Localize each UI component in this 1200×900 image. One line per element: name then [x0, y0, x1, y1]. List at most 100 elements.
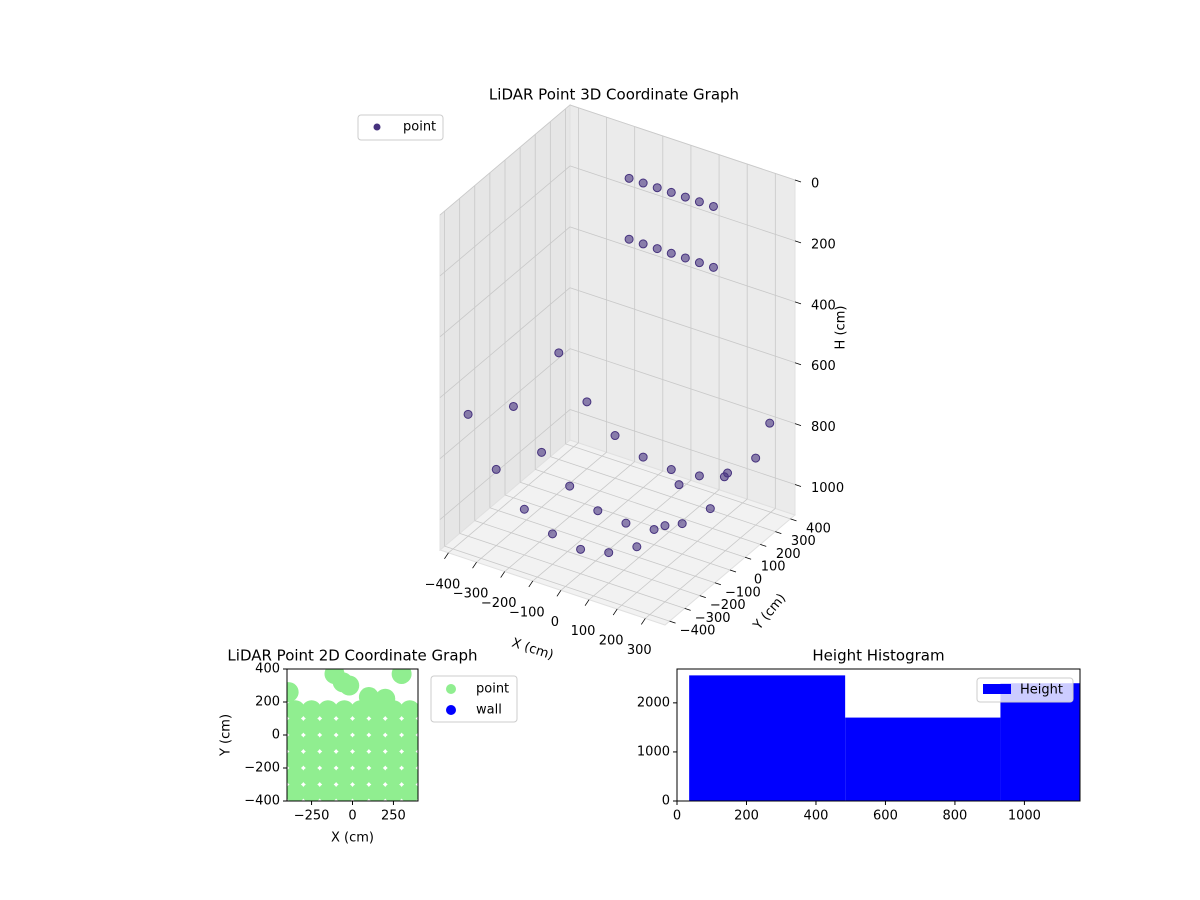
x-tick-label: −400 [425, 577, 461, 592]
bar [1000, 683, 1080, 801]
point [301, 733, 322, 754]
point [399, 782, 418, 801]
point [391, 669, 412, 684]
chart-title: Height Histogram [812, 647, 944, 665]
legend-label: point [403, 120, 436, 135]
point [317, 716, 338, 737]
grid-line [439, 409, 571, 520]
point [723, 468, 733, 478]
point [287, 782, 306, 801]
x-tick-label: −250 [294, 809, 330, 824]
point [632, 542, 642, 552]
x-tick-label: 600 [873, 809, 898, 824]
x-tick-label: 0 [348, 809, 356, 824]
point [399, 733, 418, 754]
x-tick-label: 200 [734, 809, 759, 824]
tick-mark [794, 301, 802, 305]
tick-mark [744, 556, 752, 560]
point [399, 716, 418, 737]
tick-mark [640, 618, 646, 625]
point [565, 481, 575, 491]
point [383, 733, 404, 754]
point [649, 524, 659, 534]
point [367, 733, 388, 754]
tick-mark [472, 561, 477, 569]
point [624, 173, 634, 183]
point [491, 464, 501, 474]
point [694, 197, 704, 207]
point [508, 401, 518, 411]
tick-mark [612, 608, 618, 616]
point [339, 675, 360, 696]
y-tick-label: −200 [710, 598, 746, 613]
y-tick-label: 400 [255, 662, 280, 677]
legend-marker [983, 684, 1011, 694]
tick-mark [729, 569, 737, 573]
point [624, 234, 634, 244]
point [399, 766, 418, 787]
chart-title: LiDAR Point 2D Coordinate Graph [227, 647, 477, 665]
point [537, 447, 547, 457]
point [547, 529, 557, 539]
grid-line [439, 348, 571, 459]
point [708, 201, 718, 211]
point [604, 548, 614, 558]
grid-line [439, 104, 571, 216]
tick-mark [790, 518, 797, 522]
point [383, 766, 404, 787]
y-tick-label: 400 [806, 521, 831, 536]
grid-line [535, 469, 761, 545]
z-tick-label: 600 [811, 359, 836, 374]
point [593, 506, 603, 516]
z-tick-label: 0 [811, 177, 819, 192]
point [301, 716, 322, 737]
z-axis-label: H (cm) [834, 306, 849, 350]
point [383, 716, 404, 737]
point [317, 733, 338, 754]
point [399, 700, 418, 721]
point [367, 716, 388, 737]
point [287, 716, 306, 737]
grid-line [504, 494, 731, 571]
tick-mark [714, 582, 722, 586]
point [677, 519, 687, 529]
x-tick-label: 1000 [1008, 809, 1041, 824]
point [576, 544, 586, 554]
point [350, 749, 371, 770]
legend-label: point [476, 682, 509, 697]
y-tick-label: 1000 [637, 744, 670, 759]
chart-title: LiDAR Point 3D Coordinate Graph [489, 86, 739, 104]
grid-line [439, 287, 571, 399]
point [301, 782, 322, 801]
point [680, 192, 690, 202]
y-tick-label: 200 [776, 547, 801, 562]
point [287, 733, 306, 754]
x-tick-label: 100 [571, 624, 596, 639]
grid-line [569, 409, 796, 485]
y-tick-label: −300 [695, 611, 731, 626]
point [708, 262, 718, 272]
x-tick-label: 250 [381, 809, 406, 824]
x-tick-label: 0 [551, 615, 559, 630]
point [652, 183, 662, 193]
legend-marker [373, 123, 381, 131]
y-tick-label: −100 [725, 585, 761, 600]
point [350, 766, 371, 787]
point [638, 178, 648, 188]
legend-marker [446, 684, 456, 694]
tick-mark [760, 544, 767, 547]
point [334, 782, 355, 801]
tick-mark [699, 595, 706, 598]
point [350, 716, 371, 737]
tick-mark [794, 423, 802, 427]
grid-line [569, 287, 796, 364]
point [751, 453, 761, 463]
point [334, 766, 355, 787]
grid-line [569, 165, 796, 242]
point [350, 782, 371, 801]
bar [845, 717, 1001, 801]
x-tick-label: 300 [627, 643, 652, 658]
point [582, 397, 592, 407]
grid-line [459, 532, 685, 609]
